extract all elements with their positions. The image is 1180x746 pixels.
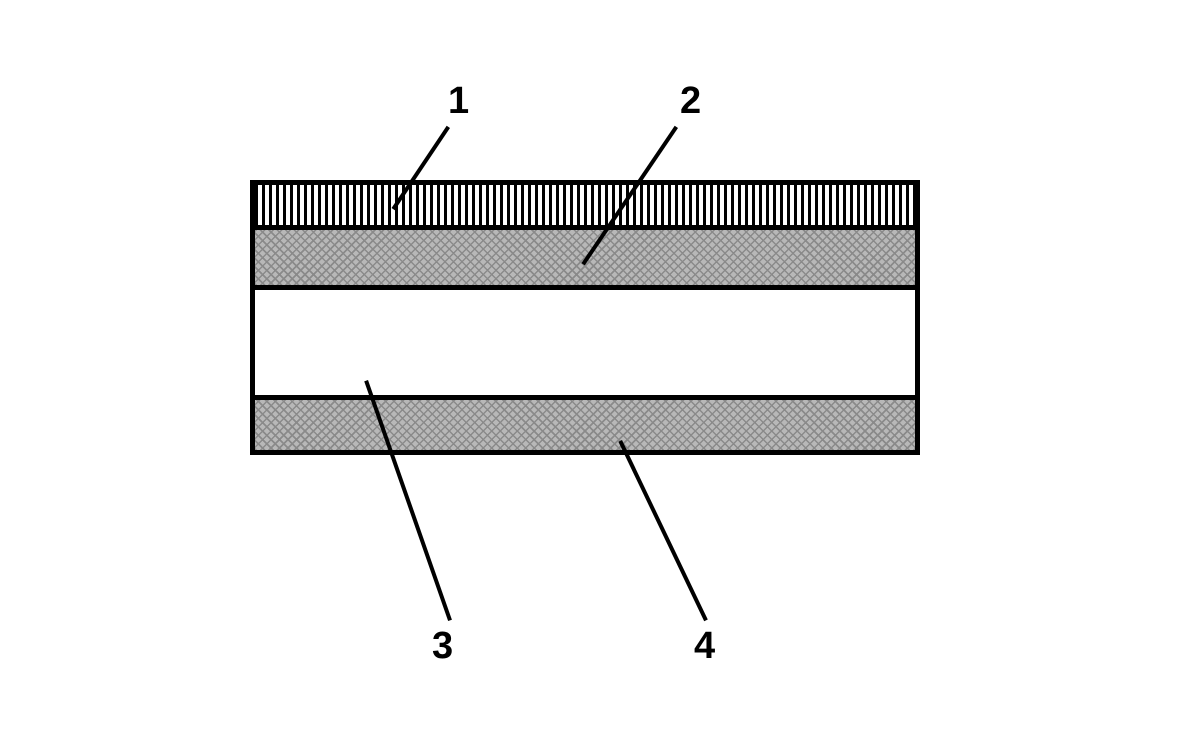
leader-line-4 [618,440,708,622]
cross-section-diagram [250,180,920,455]
layer-4 [250,395,920,455]
layer-1 [250,180,920,225]
label-1: 1 [448,80,469,123]
label-3: 3 [432,625,453,668]
layer-3 [250,285,920,395]
label-2: 2 [680,80,701,123]
label-4: 4 [694,625,715,668]
layer-2 [250,225,920,285]
